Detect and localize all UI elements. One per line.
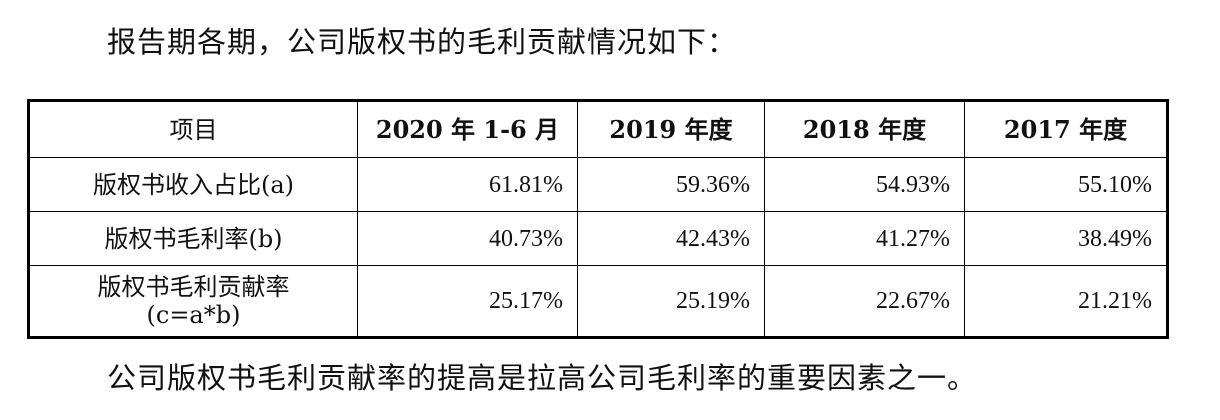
table-row: 版权书毛利率(b) 40.73% 42.43% 41.27% 38.49%: [28, 211, 1168, 266]
table-cell: 38.49%: [964, 211, 1168, 266]
intro-paragraph: 报告期各期，公司版权书的毛利贡献情况如下：: [107, 25, 738, 59]
table-cell: 25.17%: [357, 265, 578, 338]
row-label-gross-margin: 版权书毛利率(b): [28, 211, 358, 266]
row-label-contribution-rate: 版权书毛利贡献率 (c=a*b): [28, 265, 358, 338]
table-cell: 61.81%: [357, 157, 578, 212]
row-label-line-2: (c=a*b): [146, 301, 241, 329]
table-row: 版权书毛利贡献率 (c=a*b) 25.17% 25.19% 22.67% 21…: [28, 265, 1168, 338]
header-2020-h1: 2020 年 1-6 月: [357, 100, 578, 158]
header-2017: 2017 年度: [964, 100, 1168, 158]
table-cell: 21.21%: [964, 265, 1168, 338]
row-label-revenue-share: 版权书收入占比(a): [28, 157, 358, 212]
table-cell: 59.36%: [577, 157, 765, 212]
table-cell: 55.10%: [964, 157, 1168, 212]
table-row: 版权书收入占比(a) 61.81% 59.36% 54.93% 55.10%: [28, 157, 1168, 212]
table-cell: 40.73%: [357, 211, 578, 266]
table-cell: 25.19%: [577, 265, 765, 338]
table-cell: 54.93%: [764, 157, 965, 212]
header-2018: 2018 年度: [764, 100, 965, 158]
gross-profit-contribution-table: 项目 2020 年 1-6 月 2019 年度 2018 年度 2017 年度 …: [27, 99, 1169, 339]
conclusion-paragraph: 公司版权书毛利贡献率的提高是拉高公司毛利率的重要因素之一。: [107, 361, 978, 395]
table-cell: 22.67%: [764, 265, 965, 338]
header-2019: 2019 年度: [577, 100, 765, 158]
table-cell: 41.27%: [764, 211, 965, 266]
table-cell: 42.43%: [577, 211, 765, 266]
header-item: 项目: [28, 100, 358, 158]
row-label-line-1: 版权书毛利贡献率: [97, 273, 290, 301]
table-header-row: 项目 2020 年 1-6 月 2019 年度 2018 年度 2017 年度: [28, 100, 1168, 158]
